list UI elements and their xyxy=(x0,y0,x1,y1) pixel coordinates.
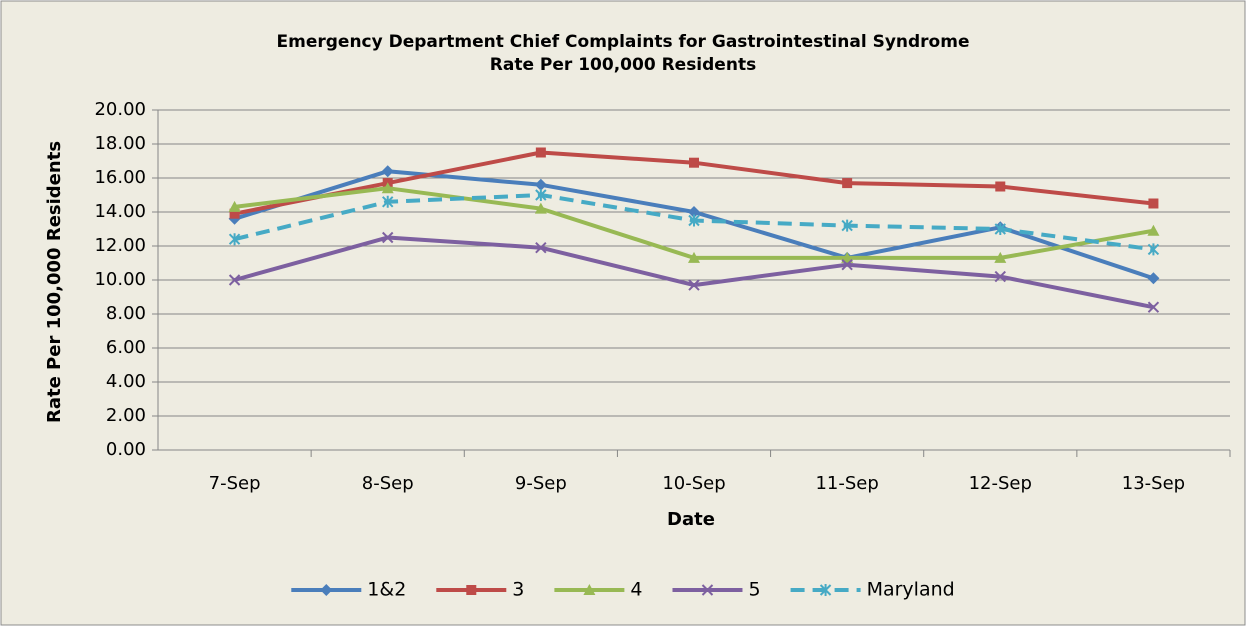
y-tick-label: 14.00 xyxy=(94,201,146,222)
y-tick-label: 20.00 xyxy=(94,99,146,120)
legend-label: 4 xyxy=(630,579,642,601)
y-tick-label: 0.00 xyxy=(106,439,146,460)
marker xyxy=(1147,272,1160,285)
legend: 1&2 3 4 5 Maryland xyxy=(291,579,955,601)
marker xyxy=(1147,243,1160,256)
marker xyxy=(842,178,853,189)
y-tick-label: 4.00 xyxy=(106,371,146,392)
marker xyxy=(535,189,547,201)
legend-marker xyxy=(701,584,714,596)
y-tick-label: 12.00 xyxy=(94,235,146,256)
marker xyxy=(535,147,546,158)
marker xyxy=(534,202,547,214)
marker xyxy=(1148,198,1159,209)
marker xyxy=(995,181,1006,192)
legend-label: Maryland xyxy=(867,579,955,601)
x-tick-label: 11-Sep xyxy=(815,473,878,494)
x-tick-label: 13-Sep xyxy=(1122,473,1185,494)
x-tick-label: 7-Sep xyxy=(209,473,261,494)
legend-marker xyxy=(819,584,832,596)
legend-label: 5 xyxy=(748,579,760,601)
marker xyxy=(381,182,394,194)
marker xyxy=(689,157,699,168)
marker xyxy=(994,270,1006,283)
x-tick-label: 8-Sep xyxy=(362,473,414,494)
marker xyxy=(841,251,854,263)
y-tick-label: 6.00 xyxy=(106,337,146,358)
marker xyxy=(841,219,853,232)
y-tick-label: 18.00 xyxy=(94,133,146,154)
marker xyxy=(841,258,853,271)
marker xyxy=(228,233,241,246)
marker xyxy=(381,165,394,178)
marker xyxy=(382,231,394,244)
y-tick-label: 10.00 xyxy=(94,269,146,290)
marker xyxy=(1147,224,1160,236)
x-axis-title: Date xyxy=(667,509,715,530)
marker xyxy=(688,206,700,218)
y-tick-label: 2.00 xyxy=(106,405,146,426)
marker xyxy=(1147,301,1160,313)
legend-marker xyxy=(466,585,477,595)
marker xyxy=(688,279,700,291)
x-tick-label: 12-Sep xyxy=(969,473,1032,494)
chart-title: Emergency Department Chief Complaints fo… xyxy=(277,32,970,52)
y-tick-label: 8.00 xyxy=(106,303,146,324)
marker xyxy=(229,208,240,219)
y-axis-title: Rate Per 100,000 Residents xyxy=(44,141,65,423)
legend-label: 1&2 xyxy=(367,579,406,601)
chart-subtitle: Rate Per 100,000 Residents xyxy=(490,55,756,75)
marker xyxy=(228,274,241,286)
x-tick-label: 9-Sep xyxy=(515,473,567,494)
marker xyxy=(228,200,241,212)
marker xyxy=(688,251,700,263)
marker xyxy=(534,178,547,191)
legend-marker xyxy=(583,584,596,595)
marker xyxy=(994,251,1007,263)
marker xyxy=(382,195,394,208)
marker xyxy=(688,214,700,227)
marker xyxy=(535,241,547,254)
legend-label: 3 xyxy=(512,579,524,601)
x-tick-label: 10-Sep xyxy=(662,473,725,494)
y-tick-label: 16.00 xyxy=(94,167,146,188)
legend-marker xyxy=(320,584,333,596)
marker xyxy=(994,223,1006,235)
